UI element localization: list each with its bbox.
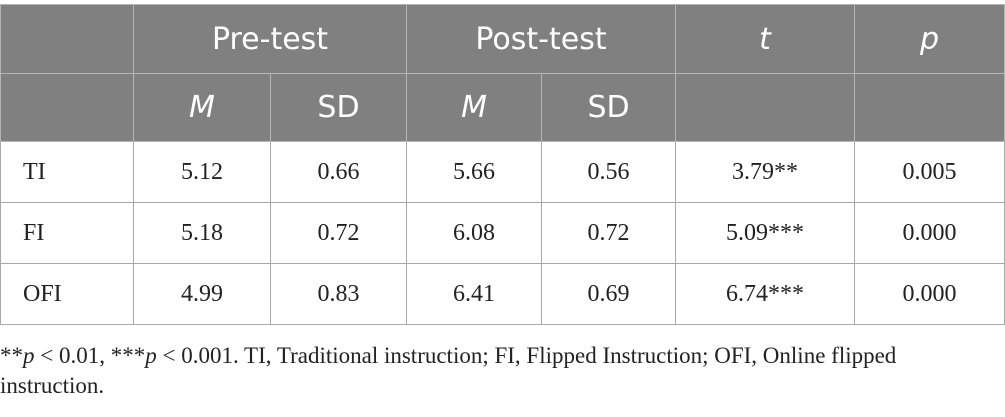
header-row-sub: M SD M SD	[0, 73, 1005, 142]
cell-post-sd: 0.69	[541, 263, 677, 325]
subheader-p-empty	[854, 73, 1005, 142]
cell-pre-sd: 0.66	[269, 141, 408, 203]
subheader-corner	[0, 73, 134, 142]
subheader-t-empty	[675, 73, 856, 142]
cell-p: 0.005	[854, 141, 1005, 203]
note-p-var: p	[145, 343, 157, 368]
subheader-pre-sd: SD	[269, 73, 408, 142]
cell-pre-mean: 4.99	[133, 263, 271, 325]
table-row: TI 5.12 0.66 5.66 0.56 3.79** 0.005	[0, 141, 1005, 203]
cell-pre-sd: 0.72	[269, 202, 408, 264]
note-threshold-1: < 0.01,	[34, 343, 111, 368]
subheader-post-mean: M	[406, 73, 543, 142]
table-row: FI 5.18 0.72 6.08 0.72 5.09*** 0.000	[0, 202, 1005, 264]
cell-post-sd: 0.72	[541, 202, 677, 264]
cell-t: 6.74***	[675, 263, 856, 325]
row-label: OFI	[0, 263, 134, 325]
subheader-post-sd: SD	[541, 73, 677, 142]
cell-pre-mean: 5.18	[133, 202, 271, 264]
cell-p: 0.000	[854, 263, 1005, 325]
note-p-var: p	[23, 343, 35, 368]
cell-t: 5.09***	[675, 202, 856, 264]
header-post-test: Post-test	[406, 4, 677, 74]
cell-p: 0.000	[854, 202, 1005, 264]
cell-post-mean: 6.08	[406, 202, 543, 264]
row-label: TI	[0, 141, 134, 203]
cell-post-mean: 5.66	[406, 141, 543, 203]
results-table: Pre-test Post-test t p M SD M SD TI 5.12…	[0, 4, 1005, 325]
table-footnote: **p < 0.01, ***p < 0.001. TI, Traditiona…	[0, 341, 990, 401]
header-row-groups: Pre-test Post-test t p	[0, 4, 1005, 74]
cell-t: 3.79**	[675, 141, 856, 203]
header-pre-test: Pre-test	[132, 4, 408, 74]
cell-post-mean: 6.41	[406, 263, 543, 325]
note-stars-3: ***	[110, 343, 146, 368]
note-stars-2: **	[0, 343, 23, 368]
note-threshold-2-and-abbreviations: < 0.001. TI, Traditional instruction; FI…	[0, 343, 897, 398]
cell-pre-sd: 0.83	[269, 263, 408, 325]
table-row: OFI 4.99 0.83 6.41 0.69 6.74*** 0.000	[0, 263, 1005, 325]
header-t: t	[675, 4, 856, 74]
header-p: p	[854, 4, 1005, 74]
cell-pre-mean: 5.12	[133, 141, 271, 203]
cell-post-sd: 0.56	[541, 141, 677, 203]
header-corner	[0, 4, 134, 74]
row-label: FI	[0, 202, 134, 264]
subheader-pre-mean: M	[133, 73, 271, 142]
